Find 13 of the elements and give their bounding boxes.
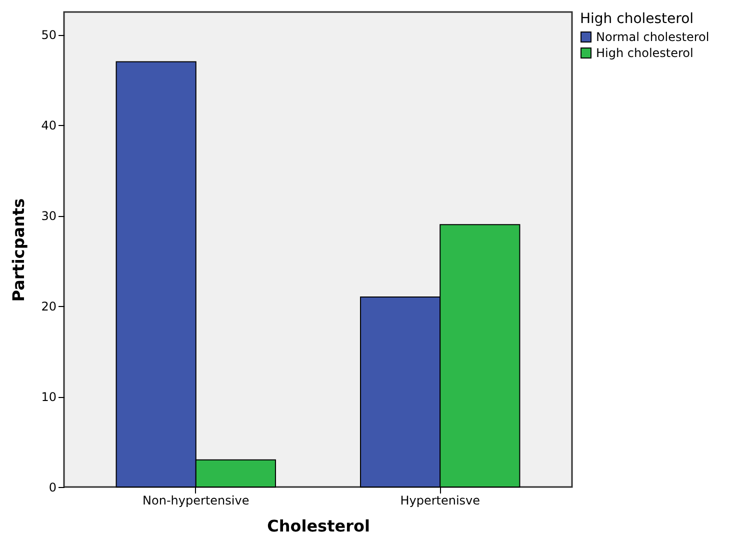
x-tick-label: Non-hypertensive (142, 494, 250, 508)
y-tick-label: 10 (41, 390, 56, 404)
x-axis-title: Cholesterol (267, 516, 370, 536)
y-tick-label: 20 (41, 300, 56, 314)
y-axis-title: Particpants (9, 198, 28, 302)
legend-label: Normal cholesterol (596, 30, 710, 44)
y-tick-label: 40 (41, 118, 56, 133)
y-tick-label: 50 (41, 28, 56, 42)
legend-title: High cholesterol (580, 11, 694, 27)
legend-label: High cholesterol (596, 46, 694, 60)
x-tick-label: Hypertenisve (400, 494, 480, 508)
y-tick-label: 30 (41, 209, 56, 224)
y-tick-label: 0 (48, 480, 56, 494)
